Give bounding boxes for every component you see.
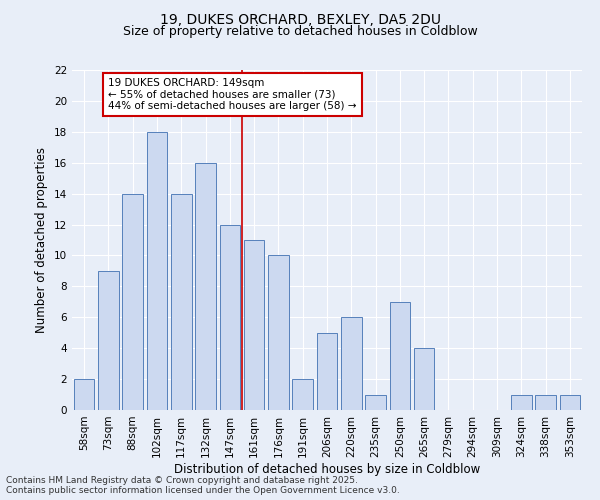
Bar <box>244 240 265 410</box>
Bar <box>341 318 362 410</box>
Bar <box>414 348 434 410</box>
Bar <box>511 394 532 410</box>
X-axis label: Distribution of detached houses by size in Coldblow: Distribution of detached houses by size … <box>174 462 480 475</box>
Bar <box>122 194 143 410</box>
Text: Size of property relative to detached houses in Coldblow: Size of property relative to detached ho… <box>122 25 478 38</box>
Bar <box>560 394 580 410</box>
Bar <box>292 379 313 410</box>
Bar <box>146 132 167 410</box>
Bar <box>220 224 240 410</box>
Bar <box>535 394 556 410</box>
Bar <box>98 271 119 410</box>
Text: 19, DUKES ORCHARD, BEXLEY, DA5 2DU: 19, DUKES ORCHARD, BEXLEY, DA5 2DU <box>160 12 440 26</box>
Bar <box>389 302 410 410</box>
Y-axis label: Number of detached properties: Number of detached properties <box>35 147 49 333</box>
Text: Contains HM Land Registry data © Crown copyright and database right 2025.
Contai: Contains HM Land Registry data © Crown c… <box>6 476 400 495</box>
Bar <box>317 332 337 410</box>
Bar <box>171 194 191 410</box>
Bar <box>74 379 94 410</box>
Bar <box>365 394 386 410</box>
Bar <box>268 256 289 410</box>
Bar <box>195 162 216 410</box>
Text: 19 DUKES ORCHARD: 149sqm
← 55% of detached houses are smaller (73)
44% of semi-d: 19 DUKES ORCHARD: 149sqm ← 55% of detach… <box>109 78 357 111</box>
